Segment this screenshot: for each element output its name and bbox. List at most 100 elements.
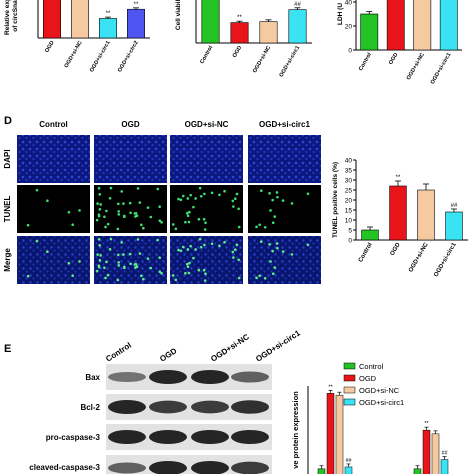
tunel-dot <box>122 202 125 205</box>
bar <box>431 433 440 474</box>
tunel-dot <box>235 192 239 196</box>
dapi-image <box>17 135 90 183</box>
significance-mark: ## <box>441 451 448 457</box>
tunel-dot <box>103 215 106 219</box>
tunel-dot <box>271 221 275 224</box>
merge-dot <box>140 274 143 278</box>
chart-tunel-positive: 0 5 10 15 20 25 30 35 40 Control ** OGD OGD+si-NC ## O… <box>332 158 468 278</box>
merge-image <box>170 236 243 284</box>
x-tick-label: OGD+si-circ1 <box>433 241 458 278</box>
y-axis-label: ve protein expression <box>291 391 300 469</box>
blot-band <box>108 430 146 444</box>
merge-dot <box>203 279 207 282</box>
bar-OGD+si-circ1 <box>99 18 117 39</box>
merge-dot <box>98 259 102 262</box>
merge-dot <box>128 252 132 256</box>
dapi-image <box>170 135 243 183</box>
tunel-dot <box>275 191 279 194</box>
y-axis-label: Cell viabili <box>175 0 182 30</box>
blot-band <box>149 461 187 474</box>
tunel-dot <box>96 202 99 205</box>
y-tick-label: 30 <box>345 178 353 185</box>
x-tick-label: OGD+si-NC <box>408 241 430 273</box>
bar-OGD <box>389 185 407 241</box>
tunel-dot <box>184 220 187 224</box>
x-tick-label: OGD <box>390 241 402 256</box>
significance-mark: ** <box>237 15 242 21</box>
tunel-dot <box>268 192 271 195</box>
merge-dot <box>97 237 101 241</box>
merge-dot <box>275 242 279 245</box>
y-axis-label: Relative exp <box>4 0 11 35</box>
merge-dot <box>192 256 195 260</box>
bar-Control <box>361 229 379 241</box>
tunel-dot <box>108 196 112 200</box>
legend-label: Control <box>359 362 384 371</box>
merge-dot <box>237 276 241 280</box>
lane-label: OGD+si-circ1 <box>254 328 302 364</box>
merge-dot <box>174 278 178 282</box>
merge-dot <box>186 265 190 269</box>
tunel-dot <box>109 186 113 190</box>
blot-band <box>149 430 187 444</box>
merge-dot <box>306 243 310 247</box>
merge-dot <box>188 261 191 265</box>
merge-dot <box>99 254 102 257</box>
bar-OGD+si-NC <box>417 189 435 241</box>
bar-OGD+si-NC <box>71 0 89 39</box>
panel-d-column-headers: Control OGD OGD+si-NC OGD+si-circ1 <box>39 120 310 129</box>
merge-dot <box>117 261 120 264</box>
tunel-dot <box>116 202 120 206</box>
y-tick-label: 20 <box>345 198 353 205</box>
merge-dot <box>269 260 272 263</box>
tunel-dot <box>95 218 99 222</box>
x-tick-label: OGD+si-circ2 <box>117 40 140 73</box>
merge-dot <box>96 253 99 256</box>
tunel-dot <box>117 210 120 213</box>
bar <box>413 468 422 474</box>
tunel-dot <box>181 194 185 198</box>
tunel-dot <box>271 198 274 202</box>
tunel-dot <box>71 223 74 227</box>
x-tick-label: OGD+si-NC <box>406 52 426 81</box>
merge-dot <box>199 245 203 249</box>
merge-dot <box>237 258 240 262</box>
blot-band <box>231 400 269 414</box>
significance-mark: ** <box>106 11 111 17</box>
tunel-dot <box>134 215 137 218</box>
panel-e-letter: E <box>4 343 11 355</box>
bar-OGD+si-circ1 <box>288 9 307 44</box>
blot-band <box>191 461 229 474</box>
tunel-dot <box>174 227 178 231</box>
merge-dot <box>160 272 163 275</box>
bar-OGD <box>230 22 249 44</box>
tunel-dot <box>187 220 191 224</box>
tunel-dot <box>160 221 163 224</box>
merge-dot <box>290 253 294 256</box>
merge-dot <box>255 276 258 280</box>
x-tick-label: OGD+si-circ1 <box>89 40 112 73</box>
tunel-dot <box>202 217 206 221</box>
tunel-dot <box>136 187 140 190</box>
tunel-dot <box>194 197 197 200</box>
x-tick-label: Control <box>199 45 214 65</box>
bar <box>317 468 326 474</box>
legend-label: OGD <box>359 374 377 383</box>
significance-mark: ## <box>451 203 458 209</box>
bar <box>422 429 431 474</box>
tunel-dot <box>232 205 235 208</box>
legend-swatch <box>343 398 356 406</box>
merge-dot <box>138 252 142 255</box>
x-tick-label: OGD+si-NC <box>252 45 272 74</box>
tunel-dot <box>142 226 145 230</box>
significance-mark: ## <box>294 2 301 8</box>
merge-dot <box>189 244 192 248</box>
tunel-dot <box>67 210 71 214</box>
y-axis-label: LDH (U <box>337 3 344 25</box>
merge-dot <box>97 264 101 268</box>
tunel-dot <box>140 223 143 227</box>
tunel-dot <box>186 197 190 200</box>
bar-Control <box>201 0 220 44</box>
chart-protein-expression: ve protein expression ** ## ** ## Control OGD O… <box>291 362 448 474</box>
